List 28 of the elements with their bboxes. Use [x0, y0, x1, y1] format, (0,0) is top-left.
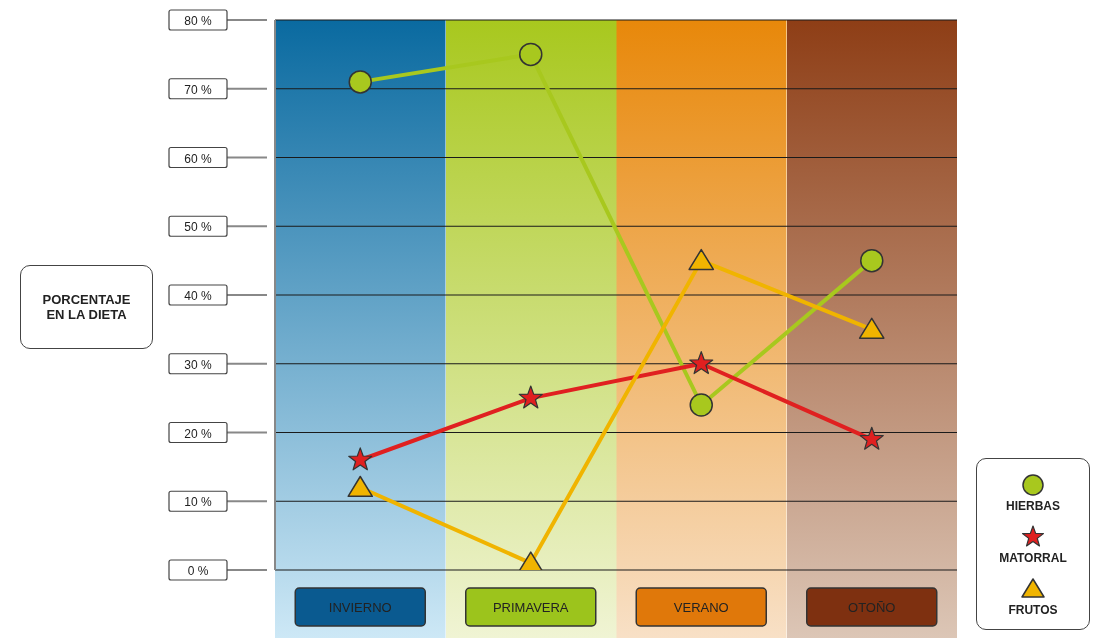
x-tick-label: VERANO: [673, 600, 729, 615]
legend-label: FRUTOS: [1008, 603, 1058, 617]
legend-label: MATORRAL: [999, 551, 1067, 565]
point: [348, 447, 373, 471]
point: [859, 426, 884, 450]
y-tick-label: 50 %: [184, 220, 212, 235]
point: [347, 475, 374, 498]
y-tick-label: 20 %: [184, 426, 212, 441]
x-tick-label: INVIERNO: [328, 600, 392, 615]
point: [518, 385, 543, 409]
y-axis-title: PORCENTAJE EN LA DIETA: [20, 265, 153, 349]
point: [858, 317, 885, 339]
y-tick-label: 10 %: [184, 495, 212, 510]
y-tick-label: 60 %: [184, 151, 212, 166]
y-tick-label: 40 %: [184, 289, 212, 303]
y-tick-label: 30 %: [184, 357, 212, 372]
point: [519, 42, 543, 67]
y-tick-label: 0 %: [187, 564, 209, 578]
legend-label: HIERBAS: [1005, 499, 1060, 513]
y-tick-label: 80 %: [184, 14, 212, 28]
point: [348, 70, 372, 94]
point: [689, 351, 714, 375]
y-tick-label: 70 %: [184, 82, 212, 97]
point: [689, 393, 713, 417]
x-tick-label: OTOÑO: [848, 600, 896, 615]
point: [860, 248, 884, 273]
point: [688, 248, 715, 271]
x-tick-label: PRIMAVERA: [492, 600, 569, 615]
